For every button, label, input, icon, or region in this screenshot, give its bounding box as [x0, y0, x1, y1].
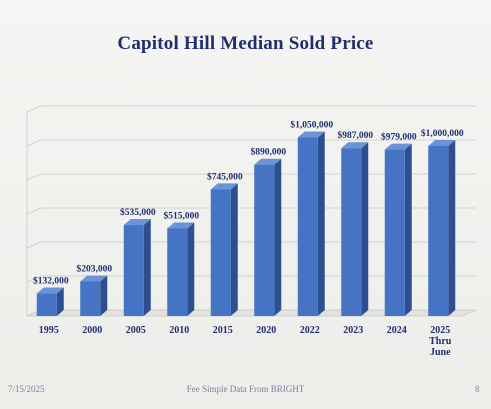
x-tick-label-4: 2015: [213, 325, 233, 336]
bar-top-9: [428, 140, 456, 146]
bar-side-1: [100, 275, 108, 316]
bar-top-6: [297, 131, 325, 138]
bar-side-9: [448, 140, 456, 316]
data-label-4: $745,000: [207, 171, 243, 182]
gridline-depth: [26, 275, 42, 283]
bar-top-1: [80, 275, 108, 282]
bar-8: [384, 149, 405, 316]
x-tick-label-0: 1995: [39, 325, 59, 336]
bar-top-2: [123, 219, 151, 226]
bar-side-4: [230, 183, 238, 316]
x-tick-label-3: 2010: [169, 325, 189, 336]
bar-top-3: [167, 222, 195, 229]
bar-side-5: [274, 158, 282, 316]
bar-7: [341, 148, 362, 316]
x-tick-label-7: 2023: [343, 325, 363, 336]
data-label-7: $987,000: [337, 130, 373, 141]
bar-top-8: [384, 143, 412, 150]
data-label-8: $979,000: [381, 132, 417, 143]
bar-top-7: [341, 142, 369, 149]
x-tick-label-2: 2005: [126, 325, 146, 336]
bar-4: [210, 189, 231, 316]
x-tick-label-5: 2020: [256, 325, 276, 336]
gridline-depth: [26, 241, 42, 249]
bar-side-0: [56, 287, 64, 316]
gridline-depth: [26, 173, 42, 181]
gridline-depth: [26, 139, 42, 147]
footer-source: Fee Simple Data From BRIGHT: [186, 384, 305, 394]
bar-3: [167, 228, 188, 316]
data-label-3: $515,000: [163, 210, 199, 221]
bar-0: [36, 293, 57, 316]
data-label-5: $890,000: [250, 147, 286, 158]
data-label-2: $535,000: [120, 207, 156, 218]
bar-9: [428, 146, 449, 316]
bar-6: [297, 137, 318, 316]
bar-side-6: [317, 131, 325, 316]
x-tick-label-9: 2025 Thru June: [429, 325, 452, 358]
bar-2: [123, 225, 144, 316]
data-label-0: $132,000: [33, 276, 69, 287]
bar-side-3: [187, 222, 195, 316]
x-tick-label-6: 2022: [300, 325, 320, 336]
bar-side-2: [143, 219, 151, 316]
bar-5: [254, 164, 275, 316]
chart-title: Capitol Hill Median Sold Price: [117, 33, 374, 54]
data-label-1: $203,000: [76, 263, 112, 274]
page-number: 8: [475, 384, 480, 394]
x-tick-label-8: 2024: [387, 325, 407, 336]
bar-top-4: [210, 183, 238, 190]
x-tick-label-1: 2000: [82, 325, 102, 336]
bar-side-8: [404, 143, 412, 316]
footer-date: 7/15/2025: [8, 384, 45, 394]
bar-1: [80, 281, 101, 316]
data-label-9: $1,000,000: [421, 128, 464, 139]
data-label-6: $1,050,000: [290, 120, 333, 131]
gridline-depth: [26, 207, 42, 215]
gridline-depth: [26, 105, 42, 113]
bar-top-5: [254, 158, 282, 165]
bar-top-0: [36, 287, 64, 294]
bar-side-7: [361, 142, 369, 316]
